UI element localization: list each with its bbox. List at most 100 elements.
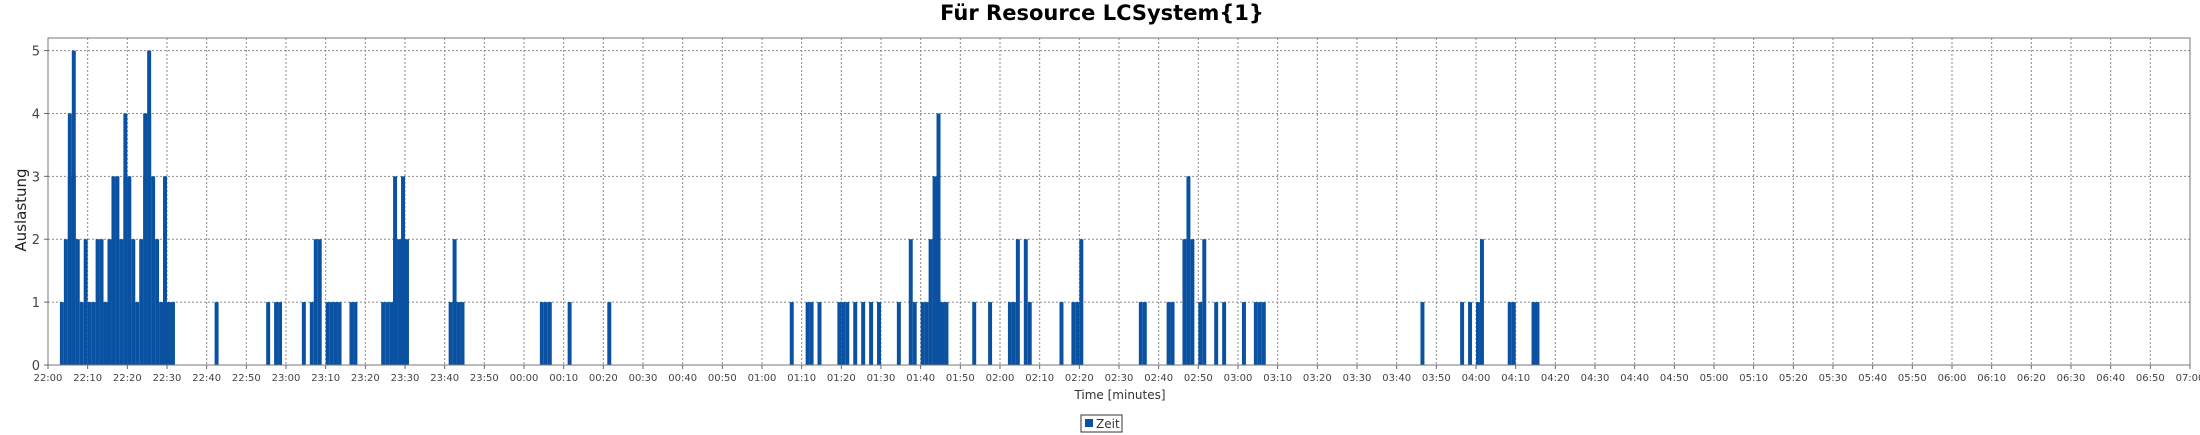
bar [333, 302, 338, 365]
bar [274, 302, 279, 365]
bar [988, 302, 993, 365]
x-tick-label: 00:40 [668, 373, 697, 384]
x-tick-label: 06:20 [2017, 373, 2046, 384]
bars [59, 50, 1540, 365]
bar [123, 113, 128, 365]
bar [1170, 302, 1175, 365]
x-tick-label: 00:50 [708, 373, 737, 384]
x-tick-label: 01:50 [946, 373, 975, 384]
bar [1214, 302, 1219, 365]
bar [163, 239, 167, 365]
bar [1166, 302, 1171, 365]
y-axis-ticks: 0 1 2 3 4 5 [32, 45, 48, 374]
x-tick-label: 03:40 [1382, 373, 1411, 384]
x-tick-label: 00:10 [549, 373, 578, 384]
bar [393, 239, 398, 365]
x-tick-label: 23:30 [391, 373, 420, 384]
bar [456, 302, 461, 365]
bar [155, 239, 160, 365]
bar [924, 302, 929, 365]
bar [817, 302, 822, 365]
bar [349, 302, 354, 365]
x-tick-label: 22:40 [192, 373, 221, 384]
x-tick-label: 05:50 [1898, 373, 1927, 384]
x-tick-label: 01:10 [787, 373, 816, 384]
x-axis-ticks: 22:00 22:10 22:20 22:30 22:40 22:50 23:00 23:10… [34, 365, 2200, 384]
x-tick-label: 05:10 [1739, 373, 1768, 384]
x-tick-label: 04:20 [1541, 373, 1570, 384]
x-tick-label: 03:00 [1224, 373, 1253, 384]
x-tick-label: 07:00 [2176, 373, 2200, 384]
x-tick-label: 01:00 [748, 373, 777, 384]
bar [111, 176, 116, 365]
bar [159, 302, 164, 365]
y-tick-label: 3 [32, 170, 40, 185]
bar [853, 302, 858, 365]
x-tick-label: 06:30 [2057, 373, 2086, 384]
x-tick-label: 04:10 [1501, 373, 1530, 384]
y-tick-label: 4 [32, 107, 40, 122]
bar [353, 302, 358, 365]
bar [1059, 302, 1064, 365]
bar [337, 302, 342, 365]
bar [861, 302, 866, 365]
x-tick-label: 06:50 [2136, 373, 2165, 384]
bar [1015, 239, 1020, 365]
bar [67, 113, 72, 365]
bar [1182, 239, 1187, 365]
bar [381, 302, 386, 365]
bar [301, 302, 306, 365]
bar [460, 302, 465, 365]
bar [1222, 302, 1227, 365]
bar [127, 176, 132, 365]
bar [115, 176, 120, 365]
bar [119, 239, 124, 365]
x-tick-label: 05:20 [1779, 373, 1808, 384]
x-tick-label: 22:30 [153, 373, 182, 384]
bar [266, 302, 271, 365]
bar [543, 302, 548, 365]
x-tick-label: 02:10 [1025, 373, 1054, 384]
bar [944, 302, 949, 365]
bar [139, 239, 144, 365]
bar [1479, 239, 1484, 365]
bar [1027, 302, 1032, 365]
x-tick-label: 04:30 [1581, 373, 1610, 384]
x-tick-label: 00:00 [510, 373, 539, 384]
bar [83, 239, 88, 365]
x-tick-label: 02:50 [1184, 373, 1213, 384]
x-tick-label: 23:40 [430, 373, 459, 384]
bar [71, 176, 76, 365]
bar [1511, 302, 1516, 365]
bar [1011, 302, 1016, 365]
bar [1468, 302, 1473, 365]
bar [59, 302, 64, 365]
bar [397, 239, 402, 365]
bar [896, 302, 901, 365]
bar [1507, 302, 1512, 365]
x-tick-label: 02:00 [986, 373, 1015, 384]
bar [1253, 302, 1258, 365]
bar [1198, 302, 1203, 365]
bar [95, 239, 100, 365]
bar [837, 302, 842, 365]
bar [932, 176, 937, 365]
plot-area [47, 37, 2191, 366]
x-tick-label: 03:50 [1422, 373, 1451, 384]
bar [329, 302, 334, 365]
bar [1079, 239, 1084, 365]
bar [99, 239, 104, 365]
x-tick-label: 04:40 [1620, 373, 1649, 384]
y-tick-label: 1 [32, 296, 40, 311]
bar [1075, 302, 1080, 365]
bar [448, 302, 453, 365]
x-tick-label: 01:30 [867, 373, 896, 384]
bar [1261, 302, 1266, 365]
bar [91, 302, 96, 365]
bar [920, 302, 925, 365]
bar [313, 239, 318, 365]
bar [912, 302, 917, 365]
x-tick-label: 02:20 [1065, 373, 1094, 384]
x-tick-label: 01:20 [827, 373, 856, 384]
x-tick-label: 02:30 [1105, 373, 1134, 384]
